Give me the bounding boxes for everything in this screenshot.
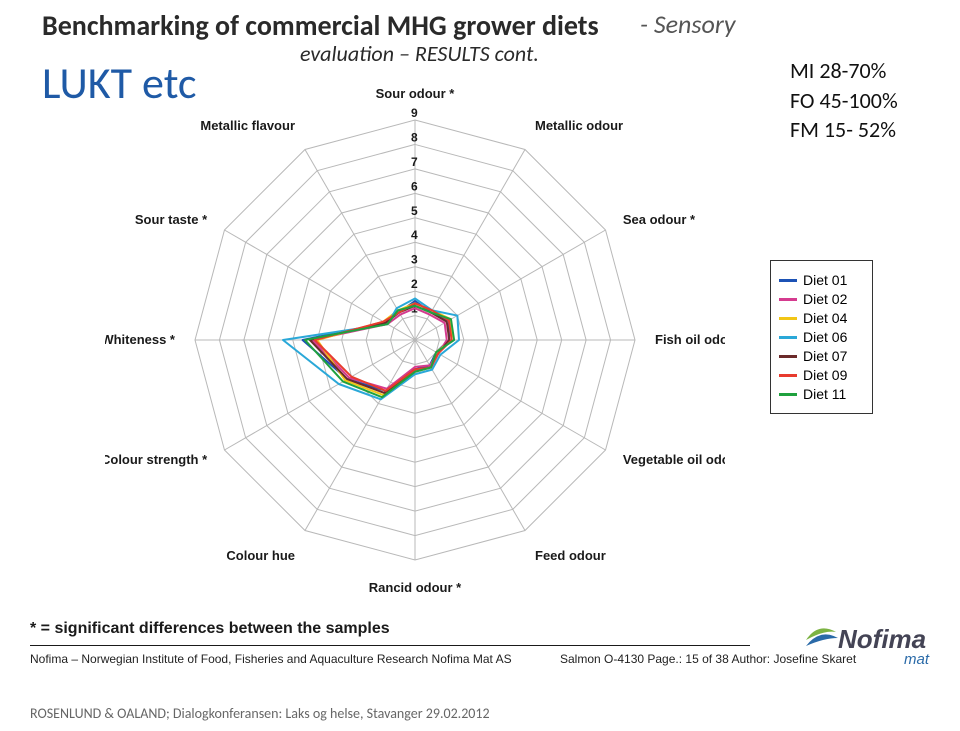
legend-swatch <box>779 317 797 320</box>
stat-fm: FM 15- 52% <box>790 115 898 145</box>
hr-divider <box>30 645 750 646</box>
svg-text:8: 8 <box>411 130 418 144</box>
svg-text:4: 4 <box>411 228 418 242</box>
bottom-citation: ROSENLUND & OALAND; Dialogkonferansen: L… <box>30 705 490 722</box>
legend-label: Diet 11 <box>803 386 846 402</box>
svg-text:Rancid odour *: Rancid odour * <box>369 580 462 595</box>
legend-item: Diet 07 <box>779 348 864 364</box>
stat-mi: MI 28-70% <box>790 56 898 86</box>
svg-text:mat: mat <box>904 651 930 668</box>
legend-swatch <box>779 279 797 282</box>
svg-text:Feed odour: Feed odour <box>535 548 606 563</box>
legend-label: Diet 06 <box>803 329 847 345</box>
legend-swatch <box>779 393 797 396</box>
svg-text:2: 2 <box>411 277 418 291</box>
stat-fo: FO 45-100% <box>790 86 898 116</box>
legend-item: Diet 02 <box>779 291 864 307</box>
legend-label: Diet 01 <box>803 272 847 288</box>
legend-swatch <box>779 355 797 358</box>
subfoot-left: Nofima – Norwegian Institute of Food, Fi… <box>30 652 512 666</box>
title-main: Benchmarking of commercial MHG grower di… <box>42 8 599 43</box>
svg-text:Metallic flavour: Metallic flavour <box>200 118 295 133</box>
side-stats: MI 28-70% FO 45-100% FM 15- 52% <box>790 56 898 145</box>
legend-item: Diet 09 <box>779 367 864 383</box>
radar-chart: 123456789Sour odour *Metallic odourSea o… <box>105 40 725 620</box>
footnote: * = significant differences between the … <box>30 620 390 638</box>
svg-text:Whiteness *: Whiteness * <box>105 332 176 347</box>
legend-item: Diet 01 <box>779 272 864 288</box>
legend-swatch <box>779 298 797 301</box>
nofima-logo: Nofimamat <box>800 618 940 673</box>
svg-text:Vegetable oil odour: Vegetable oil odour <box>623 452 725 467</box>
legend-item: Diet 04 <box>779 310 864 326</box>
legend-label: Diet 09 <box>803 367 847 383</box>
svg-text:Metallic odour: Metallic odour <box>535 118 623 133</box>
svg-text:3: 3 <box>411 253 418 267</box>
title-right: - Sensory <box>640 8 736 40</box>
legend-item: Diet 06 <box>779 329 864 345</box>
svg-text:6: 6 <box>411 179 418 193</box>
svg-text:5: 5 <box>411 204 418 218</box>
svg-text:9: 9 <box>411 106 418 120</box>
svg-text:Nofima: Nofima <box>838 624 926 654</box>
chart-legend: Diet 01 Diet 02 Diet 04 Diet 06 Diet 07 Diet … <box>770 260 873 414</box>
legend-swatch <box>779 336 797 339</box>
svg-text:Sea odour *: Sea odour * <box>623 212 696 227</box>
legend-item: Diet 11 <box>779 386 864 402</box>
svg-text:Sour taste *: Sour taste * <box>135 212 208 227</box>
svg-text:7: 7 <box>411 155 418 169</box>
legend-swatch <box>779 374 797 377</box>
svg-text:Fish oil odour *: Fish oil odour * <box>655 332 725 347</box>
legend-label: Diet 07 <box>803 348 847 364</box>
legend-label: Diet 02 <box>803 291 847 307</box>
svg-text:Colour strength *: Colour strength * <box>105 452 208 467</box>
legend-label: Diet 04 <box>803 310 847 326</box>
svg-text:Sour odour *: Sour odour * <box>376 86 456 101</box>
svg-text:Colour hue: Colour hue <box>226 548 295 563</box>
